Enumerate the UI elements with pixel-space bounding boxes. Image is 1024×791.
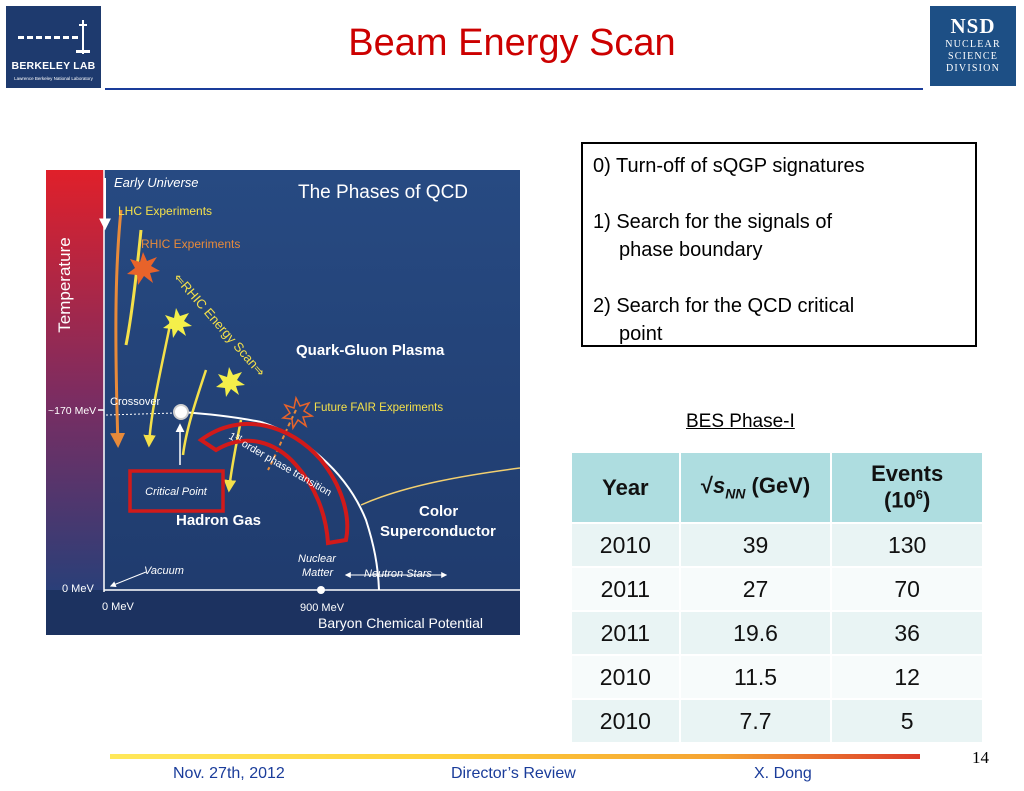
temp-170-label: ~170 MeV	[48, 405, 96, 417]
cell-events: 36	[831, 611, 984, 656]
cell-energy: 19.6	[679, 611, 833, 656]
lhc-label: LHC Experiments	[118, 204, 212, 218]
cell-events: 130	[831, 523, 984, 568]
bes-table: Year √sNN (GeV) Events (106) 2010 39 130 …	[572, 453, 984, 744]
figure-background	[46, 170, 520, 635]
cell-year: 2010	[572, 699, 681, 744]
cell-energy: 39	[679, 523, 833, 568]
fair-label: Future FAIR Experiments	[314, 402, 443, 414]
cell-year: 2010	[572, 523, 681, 568]
table-row: 2010 7.7 5	[572, 699, 984, 744]
nuclear-matter-label-2: Matter	[302, 567, 335, 579]
rhic-label: RHIC Experiments	[141, 237, 240, 251]
temperature-gradient	[46, 170, 104, 590]
cell-energy: 27	[679, 567, 833, 612]
footer-event: Director’s Review	[451, 765, 576, 782]
berkeley-lab-subtitle: Lawrence Berkeley National Laboratory	[14, 76, 93, 81]
footer-date: Nov. 27th, 2012	[173, 765, 285, 782]
critical-point-box	[128, 469, 225, 513]
cell-year: 2011	[572, 567, 681, 612]
cell-energy: 11.5	[679, 655, 833, 700]
col-header-energy: √sNN (GeV)	[679, 453, 833, 524]
qcd-phase-diagram: Temperature The Phases of QCD Early Univ…	[46, 170, 520, 635]
cell-events: 5	[831, 699, 984, 744]
starburst-icon	[216, 367, 245, 397]
critical-point-marker	[173, 404, 189, 420]
figure-title: The Phases of QCD	[298, 182, 468, 203]
crossover-label: Crossover	[110, 396, 160, 408]
goal-2-line2: point	[619, 323, 663, 345]
hadron-gas-label: Hadron Gas	[176, 512, 261, 529]
goals-textbox: 0) Turn-off of sQGP signatures 1) Search…	[581, 142, 977, 347]
berkeley-lab-logo: BERKELEY LAB Lawrence Berkeley National …	[6, 6, 101, 88]
early-universe-label: Early Universe	[114, 175, 199, 190]
crossover-curve	[180, 411, 262, 423]
nuclear-matter-label-1: Nuclear	[298, 553, 337, 565]
col-header-year: Year	[572, 453, 681, 524]
nsd-logo-line1: NUCLEAR	[945, 39, 1001, 50]
bes-table-title: BES Phase-I	[686, 411, 795, 432]
color-sc-label-2: Superconductor	[380, 523, 496, 540]
baryon-potential-axis-label: Baryon Chemical Potential	[318, 615, 483, 631]
berkeley-lab-name: BERKELEY LAB	[11, 60, 96, 72]
y-zero-label: 0 MeV	[62, 583, 94, 595]
table-row: 2011 27 70	[572, 567, 984, 612]
cell-events: 12	[831, 655, 984, 700]
table-row: 2010 11.5 12	[572, 655, 984, 700]
color-sc-label-1: Color	[419, 503, 458, 520]
footer-bar	[110, 754, 920, 759]
starburst-icon	[163, 308, 192, 338]
title-rule	[105, 88, 923, 90]
goal-1-line2: phase boundary	[619, 239, 763, 261]
cell-year: 2010	[572, 655, 681, 700]
x-zero-label: 0 MeV	[102, 601, 134, 613]
nsd-logo: NSD NUCLEAR SCIENCE DIVISION	[930, 6, 1016, 86]
page-number: 14	[972, 748, 989, 767]
cell-events: 70	[831, 567, 984, 612]
qgp-label: Quark-Gluon Plasma	[296, 342, 445, 359]
nsd-logo-abbrev: NSD	[950, 14, 996, 38]
berkeley-lab-emblem-icon	[18, 20, 90, 54]
cell-year: 2011	[572, 611, 681, 656]
critical-point-label: Critical Point	[145, 486, 208, 498]
x-900-label: 900 MeV	[300, 602, 345, 614]
cell-energy: 7.7	[679, 699, 833, 744]
fair-starburst-icon	[280, 395, 315, 431]
nsd-logo-line2: SCIENCE	[947, 51, 999, 62]
table-row: 2011 19.6 36	[572, 611, 984, 656]
goal-2-line1: 2) Search for the QCD critical	[593, 295, 855, 317]
table-row: 2010 39 130	[572, 523, 984, 568]
first-order-transition-band	[197, 421, 350, 546]
goal-1-line1: 1) Search for the signals of	[593, 211, 833, 233]
rhic-starburst-icon	[127, 252, 160, 285]
temperature-axis-label: Temperature	[55, 237, 74, 332]
slide-title: Beam Energy Scan	[348, 22, 676, 64]
nsd-logo-line3: DIVISION	[945, 63, 1001, 74]
goal-0: 0) Turn-off of sQGP signatures	[593, 155, 865, 177]
col-header-events: Events (106)	[831, 453, 984, 524]
vacuum-label: Vacuum	[144, 565, 184, 577]
footer-author: X. Dong	[754, 765, 812, 782]
neutron-stars-label: Neutron Stars	[364, 568, 432, 580]
